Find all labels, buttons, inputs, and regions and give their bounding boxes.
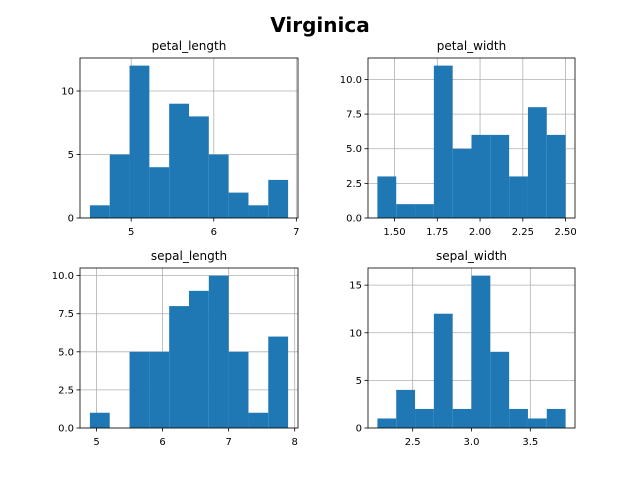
x-tick-label: 2.00 [469,227,491,238]
histogram-bar [527,418,547,428]
histogram-bar [248,412,269,428]
histogram-bar [415,204,434,218]
histogram-bar [471,275,491,428]
histogram-bar [452,408,472,428]
y-tick-label: 2.5 [346,179,362,190]
x-tick-label: 1.75 [426,227,448,238]
axes-frame [367,57,576,219]
histogram-bar [396,389,416,428]
y-tick-label: 2.5 [58,385,74,396]
histogram-bar [452,148,472,218]
y-tick-label: 10 [61,87,74,98]
histogram-bar [433,313,453,428]
axes-frame [79,57,299,219]
histogram-bar [268,336,289,428]
histogram-bar [268,179,289,218]
histogram-bar [527,107,547,218]
y-tick-label: 10.0 [340,75,362,86]
histogram-bar [509,176,528,218]
x-tick-label: 6 [159,437,165,448]
x-tick-label: 3.0 [464,437,480,448]
histogram-bar [129,65,150,218]
x-tick-label: 1.50 [383,227,405,238]
histogram-bar [109,154,130,218]
x-tick-label: 2.5 [405,437,421,448]
histogram-bar [129,351,150,428]
histogram-bar [377,176,397,218]
x-tick-label: 5 [93,437,99,448]
y-tick-label: 0 [356,424,362,435]
y-tick-label: 0.0 [58,424,74,435]
histogram-bar [189,116,209,218]
histogram-bar [208,154,229,218]
subplot-sepal_length: 5 6 7 8 0.0 2.5 5.0 7.5 10.0 sepal_length [52,249,299,448]
y-tick-label: 7.5 [346,110,362,121]
x-tick-label: 8 [292,437,298,448]
y-tick-label: 5.0 [58,347,74,358]
subplot-petal_width: 1.50 1.75 2.00 2.25 2.50 0.0 2.5 5.0 7.5 10.0 peta… [340,39,577,238]
histogram-bar [396,204,416,218]
histogram-bar [149,351,170,428]
y-tick-label: 15 [349,281,362,292]
axes-frame [79,267,299,429]
x-tick-label: 7 [225,437,231,448]
subplot-petal_length: 5 6 7 0 5 10 petal_length [61,39,299,238]
y-tick-label: 10 [349,328,362,339]
histogram-bar [208,275,229,428]
subplot-title: sepal_width [436,249,507,263]
histogram-bar [89,412,110,428]
histogram-bar [149,167,170,218]
x-tick-label: 6 [211,227,217,238]
y-tick-label: 5 [356,376,362,387]
histogram-bar [490,134,510,218]
subplot-title: petal_length [152,39,227,53]
histogram-bar [509,408,528,428]
histogram-bar [228,192,249,218]
histogram-bar [546,408,566,428]
x-tick-label: 3.5 [522,437,538,448]
histogram-bar [471,134,491,218]
histogram-bar [169,103,189,218]
x-tick-label: 5 [128,227,134,238]
histogram-bar [248,205,269,218]
y-tick-label: 0.0 [346,214,362,225]
subplot-title: sepal_length [151,249,227,263]
subplot-sepal_width: 2.5 3.0 3.5 0 5 10 15 sepal_width [349,249,576,448]
histogram-bar [189,290,209,428]
histogram-bar [169,306,189,428]
subplot-title: petal_width [437,39,506,53]
histogram-bar [377,418,397,428]
x-tick-label: 7 [293,227,299,238]
histogram-bar [228,351,249,428]
histogram-bar [433,65,453,218]
x-tick-label: 2.25 [512,227,534,238]
y-tick-label: 7.5 [58,309,74,320]
y-tick-label: 5.0 [346,144,362,155]
figure-title: Virginica [270,13,369,37]
y-tick-label: 5 [68,150,74,161]
y-tick-label: 0 [68,214,74,225]
x-tick-label: 2.50 [554,227,576,238]
histogram-bar [490,351,510,428]
histogram-bar [415,408,434,428]
histogram-bar [89,205,110,218]
y-tick-label: 10.0 [52,271,74,282]
histogram-bar [546,134,566,218]
